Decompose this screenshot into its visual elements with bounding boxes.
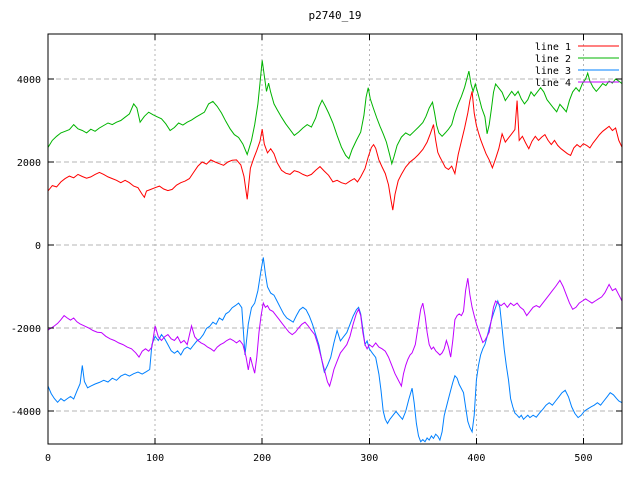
y-tick-label: 4000 [17, 75, 41, 86]
legend-item: line 1 [535, 42, 619, 53]
grid-layer [47, 34, 622, 444]
legend-label: line 1 [535, 42, 571, 53]
legend-item: line 3 [535, 66, 619, 77]
y-tick-label: -2000 [11, 324, 41, 335]
x-tick-label: 0 [45, 453, 51, 464]
tick-layer [47, 34, 622, 444]
legend-label: line 3 [535, 66, 571, 77]
x-tick-label: 400 [467, 453, 485, 464]
y-tick-label: 0 [35, 241, 41, 252]
series-2-line [48, 60, 622, 166]
legend-label: line 2 [535, 54, 571, 65]
x-tick-label: 100 [146, 453, 164, 464]
legend-item: line 2 [535, 54, 619, 65]
legend-item: line 4 [535, 78, 619, 89]
y-tick-label: 2000 [17, 158, 41, 169]
legend-label: line 4 [535, 78, 571, 89]
x-tick-label: 300 [360, 453, 378, 464]
series-3-line [48, 257, 622, 443]
x-tick-label: 500 [574, 453, 592, 464]
axis-labels: -4000 -2000 0 2000 4000 0 100 200 300 400 500 [11, 75, 593, 464]
plot-border [47, 33, 623, 445]
series-4-line [48, 278, 622, 388]
series-layer [48, 60, 622, 443]
chart-title: p2740_19 [309, 9, 362, 22]
y-tick-label: -4000 [11, 407, 41, 418]
series-1-line [48, 91, 622, 211]
x-tick-label: 200 [253, 453, 271, 464]
